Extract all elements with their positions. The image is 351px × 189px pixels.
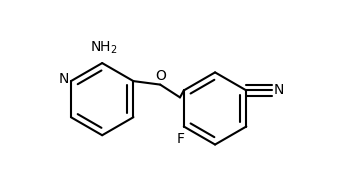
Text: N: N — [273, 83, 284, 97]
Text: F: F — [177, 132, 185, 146]
Text: O: O — [155, 69, 166, 83]
Text: N: N — [58, 72, 69, 86]
Text: NH$_2$: NH$_2$ — [90, 40, 118, 56]
